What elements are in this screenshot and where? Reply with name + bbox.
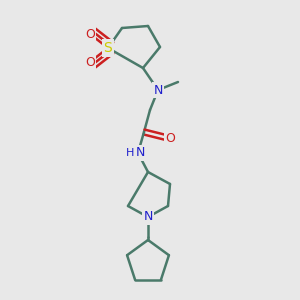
Text: H: H bbox=[126, 148, 134, 158]
Text: S: S bbox=[103, 41, 112, 55]
Text: O: O bbox=[85, 56, 95, 68]
Text: N: N bbox=[135, 146, 145, 160]
Text: N: N bbox=[143, 211, 153, 224]
Text: O: O bbox=[85, 28, 95, 40]
Text: N: N bbox=[153, 83, 163, 97]
Text: O: O bbox=[165, 131, 175, 145]
